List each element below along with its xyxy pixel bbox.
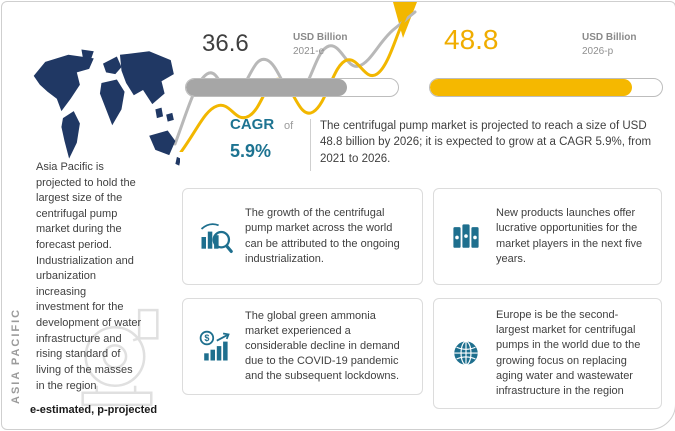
banknotes-icon xyxy=(446,219,486,255)
globe-icon xyxy=(446,336,486,372)
region-description: Asia Pacific is projected to hold the la… xyxy=(36,161,142,392)
projected-market-unit: USD Billion 2026-p xyxy=(582,31,636,59)
insight-card-growth: The growth of the centrifugal pump marke… xyxy=(182,188,423,285)
projected-market-value: 48.8 xyxy=(444,24,499,55)
cagr-value: 5.9% xyxy=(230,141,272,161)
projected-market-bar xyxy=(429,78,663,97)
growth-magnifier-icon xyxy=(195,219,235,255)
footnote: e-estimated, p-projected xyxy=(30,404,158,416)
projected-unit-label: USD Billion xyxy=(582,32,637,43)
current-market-bar xyxy=(185,78,399,97)
cagr-divider xyxy=(310,119,311,171)
projected-market-bar-fill xyxy=(430,79,632,96)
insight-text: Europe is be the second-largest market f… xyxy=(496,308,641,397)
dollar-growth-icon: $ xyxy=(195,329,235,365)
pump-watermark-icon xyxy=(81,308,159,407)
insight-text: The growth of the centrifugal pump marke… xyxy=(245,207,400,265)
current-market-unit: USD Billion 2021-e xyxy=(293,31,347,59)
insight-text: New products launches offer lucrative op… xyxy=(496,207,643,265)
cagr-description: The centrifugal pump market is projected… xyxy=(320,120,652,165)
insight-text: The global green ammonia market experien… xyxy=(245,309,400,383)
projected-period-label: 2026-p xyxy=(582,46,614,57)
cagr-label: CAGR xyxy=(230,116,275,133)
svg-text:$: $ xyxy=(204,333,209,343)
current-unit-label: USD Billion xyxy=(293,32,348,43)
insight-card-europe: Europe is be the second-largest market f… xyxy=(433,298,662,409)
insight-card-opportunities: New products launches offer lucrative op… xyxy=(433,188,662,285)
world-map-icon xyxy=(33,49,180,166)
insight-card-decline: $ The global green ammonia market experi… xyxy=(182,298,423,395)
region-vertical-label: ASIA PACIFIC xyxy=(10,307,22,404)
cagr-connector: of xyxy=(284,120,294,132)
current-period-label: 2021-e xyxy=(293,46,325,57)
current-market-value: 36.6 xyxy=(202,30,249,57)
current-market-bar-fill xyxy=(186,79,348,96)
